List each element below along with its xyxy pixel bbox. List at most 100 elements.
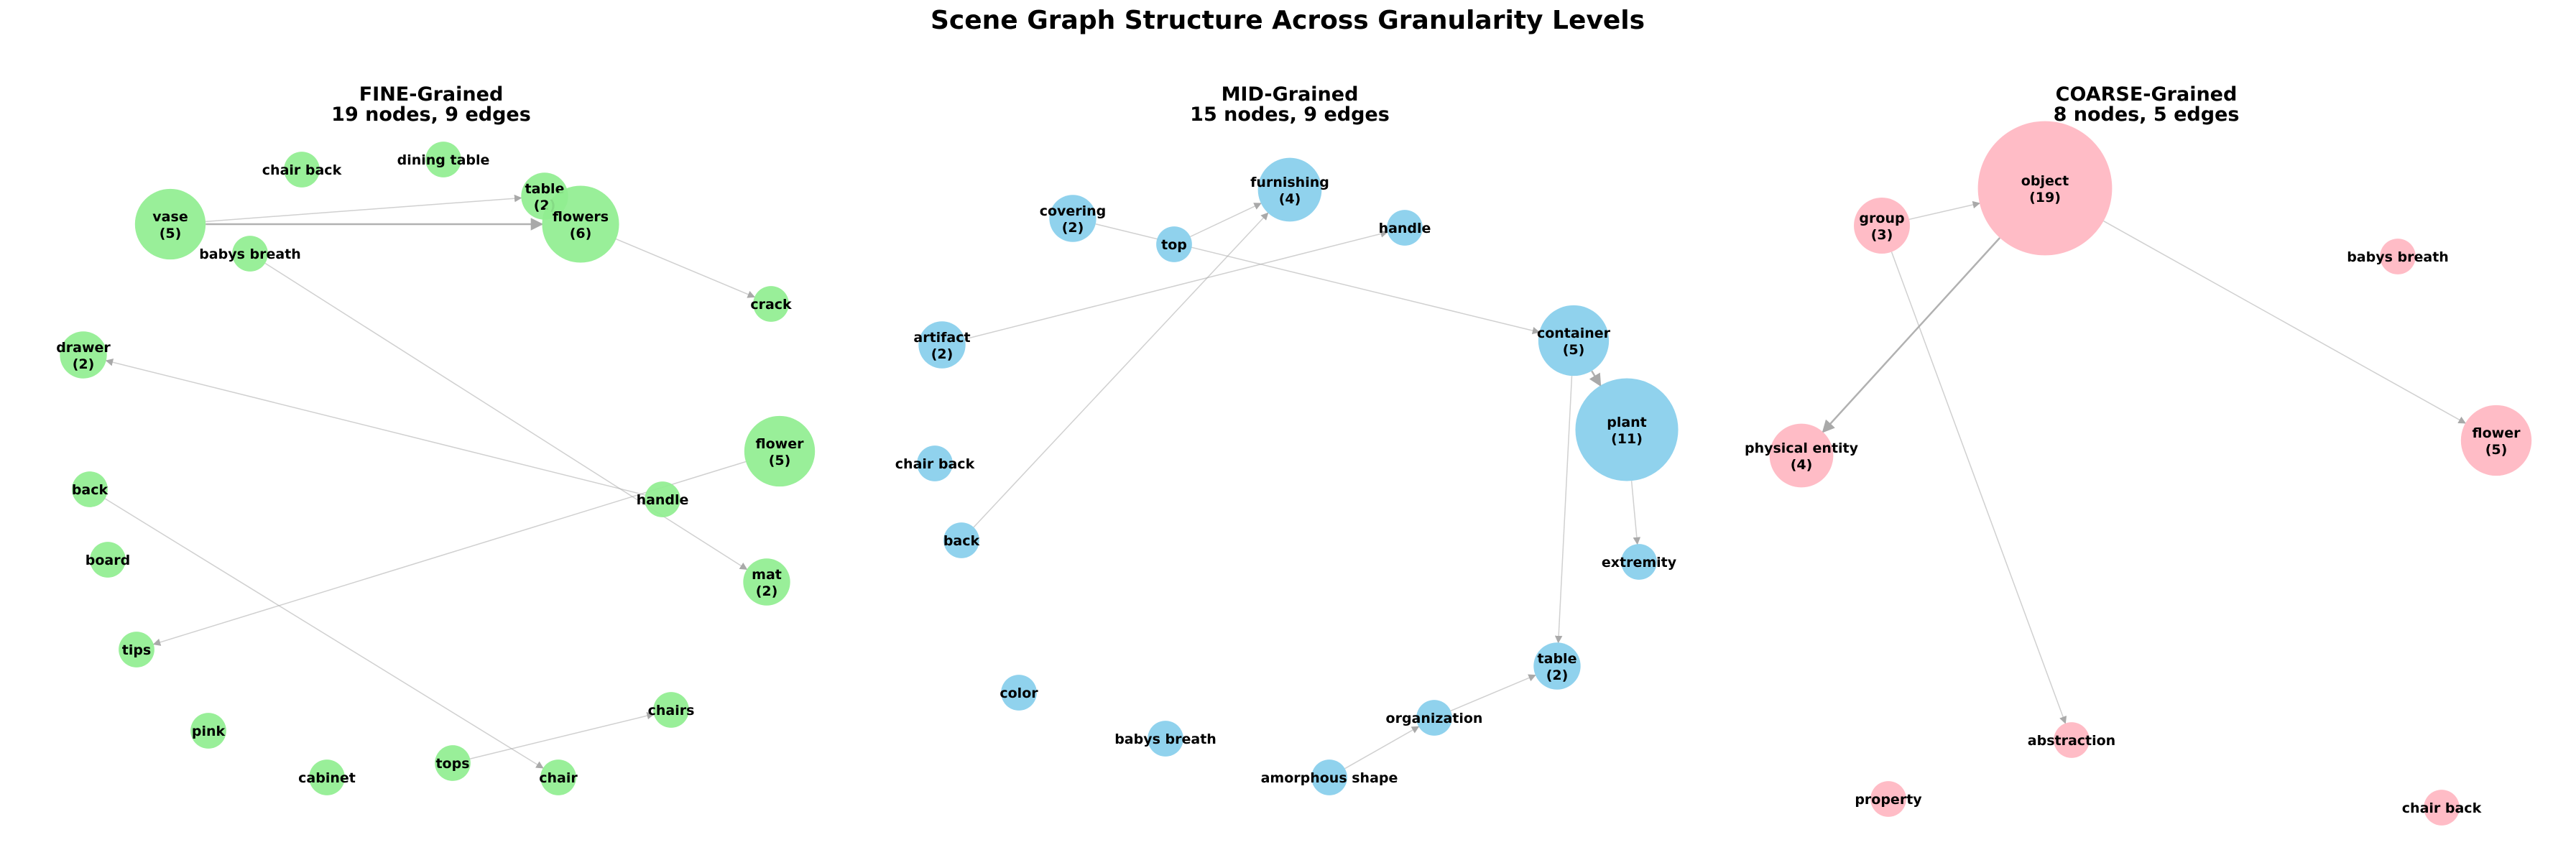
node-circle [1049, 195, 1097, 242]
node-artifact: artifact(2) [913, 321, 971, 369]
edge-handle-to-drawer [105, 359, 646, 496]
node-circle [284, 152, 320, 188]
node-chair: chair [539, 759, 578, 795]
node-chairs: chairs [648, 692, 694, 728]
node-label: back [943, 533, 980, 549]
node-label: board [86, 553, 130, 568]
node-circle [232, 236, 268, 272]
node-label: babys breath [199, 246, 301, 262]
node-circle [309, 759, 345, 795]
node-label: organization [1386, 711, 1483, 726]
node-circle [1156, 226, 1192, 262]
panel-title: COARSE-Grained [2056, 83, 2238, 106]
node-label: furnishing [1250, 175, 1329, 190]
node-label: handle [637, 492, 689, 508]
node-back: back [943, 522, 980, 558]
node-mat: mat(2) [743, 558, 790, 606]
node-cabinet: cabinet [298, 759, 356, 795]
node-handle: handle [637, 481, 689, 517]
node-circle [540, 759, 576, 795]
node-handle: handle [1379, 210, 1431, 246]
node-label: cabinet [298, 770, 356, 786]
node-extremity: extremity [1602, 544, 1677, 580]
node-circle [1575, 378, 1679, 481]
edge-container-to-table [1554, 376, 1573, 644]
panel-subtitle: 8 nodes, 5 edges [2054, 103, 2240, 126]
edge-vase-to-table [205, 194, 522, 223]
node-count: (2) [73, 356, 95, 372]
node-count: (2) [756, 583, 778, 599]
panel-subtitle: 15 nodes, 9 edges [1190, 103, 1390, 126]
node-circle [1148, 721, 1183, 757]
node-tops: tops [435, 745, 471, 781]
node-color: color [1000, 675, 1038, 711]
node-label: crack [750, 297, 792, 313]
node-label: top [1161, 237, 1187, 253]
node-babys-breath: babys breath [1114, 721, 1217, 757]
edge-back-to-chair [104, 498, 544, 769]
node-label: extremity [1602, 555, 1677, 570]
node-label: amorphous shape [1261, 770, 1398, 786]
node-covering: covering(2) [1040, 195, 1107, 242]
node-count: (4) [1279, 191, 1301, 207]
edges [1822, 200, 2466, 724]
node-label: vase [152, 209, 188, 225]
node-label: chair back [262, 162, 342, 178]
node-group: group(3) [1854, 198, 1910, 254]
node-organization: organization [1386, 700, 1483, 736]
node-count: (2) [1062, 220, 1084, 236]
node-circle [2054, 722, 2090, 758]
node-flowers: flowers(6) [542, 185, 619, 263]
node-circle [743, 558, 790, 606]
node-label: pink [192, 724, 226, 739]
figure-title: Scene Graph Structure Across Granularity… [931, 6, 1645, 35]
node-drawer: drawer(2) [56, 331, 111, 379]
node-circle [1854, 198, 1910, 254]
edge-babys-breath-to-mat [264, 262, 748, 570]
edge-amorphous-shape-to-organization [1344, 726, 1420, 770]
node-label: property [1855, 792, 1922, 808]
edge-object-to-physical-entity [1822, 237, 2001, 433]
edge-back-to-furnishing [973, 212, 1269, 528]
node-label: flower [756, 436, 805, 452]
node-flower: flower(5) [744, 415, 816, 487]
node-label: babys breath [2347, 249, 2449, 265]
node-circle [90, 542, 126, 578]
node-circle [645, 481, 680, 517]
node-label: back [72, 482, 109, 498]
node-circle [134, 188, 206, 260]
node-label: container [1537, 325, 1611, 341]
node-count: (5) [769, 453, 791, 468]
edge-tops-to-chairs [469, 712, 655, 759]
edge-organization-to-table [1450, 674, 1536, 712]
node-circle [542, 185, 619, 263]
node-circle [72, 471, 108, 507]
edge-artifact-to-handle [964, 230, 1388, 340]
node-label: covering [1040, 203, 1107, 219]
node-label: group [1859, 211, 1904, 226]
node-circle [1257, 157, 1322, 222]
node-label: table [525, 181, 565, 197]
node-chair-back: chair back [2402, 790, 2482, 826]
node-circle [917, 445, 953, 481]
node-label: plant [1607, 415, 1647, 430]
node-board: board [86, 542, 130, 578]
node-circle [1621, 544, 1657, 580]
node-label: chair [539, 770, 578, 786]
node-circle [753, 286, 789, 322]
node-circle [1538, 305, 1610, 377]
node-chair-back: chair back [895, 445, 975, 481]
panel-subtitle: 19 nodes, 9 edges [331, 103, 531, 126]
node-object: object(19) [1977, 121, 2113, 256]
edge-container-to-plant [1589, 370, 1602, 387]
panel-title: MID-Grained [1222, 83, 1359, 106]
node-circle [2460, 405, 2532, 476]
node-circle [2380, 239, 2416, 274]
edges [964, 203, 1641, 770]
node-label: flowers [553, 209, 609, 225]
node-crack: crack [750, 286, 792, 322]
